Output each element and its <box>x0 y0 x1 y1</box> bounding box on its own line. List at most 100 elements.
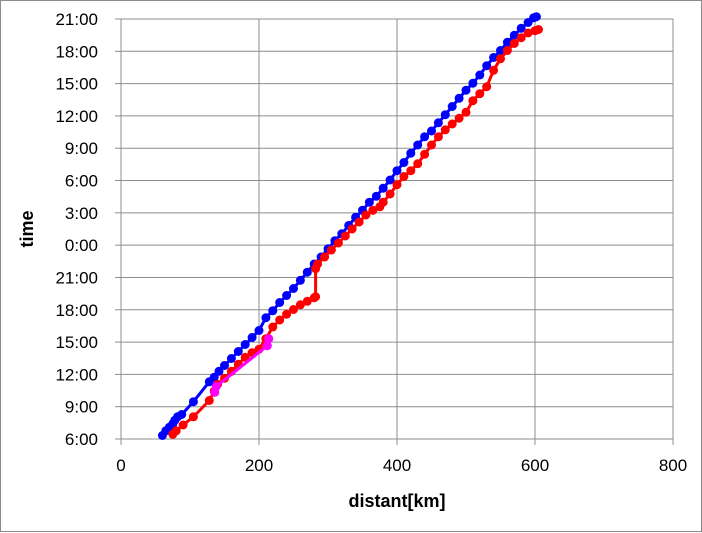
data-point <box>378 183 388 193</box>
data-point <box>240 340 250 349</box>
data-point <box>461 107 471 117</box>
series-3 <box>210 334 274 397</box>
data-point <box>282 309 292 319</box>
data-point <box>354 217 364 227</box>
data-point <box>406 166 416 176</box>
data-point <box>268 322 278 332</box>
data-point <box>311 292 321 302</box>
data-point <box>496 54 505 64</box>
data-point <box>378 197 388 207</box>
y-tick-label: 15:00 <box>55 333 98 352</box>
y-axis-title: time <box>17 210 37 247</box>
y-tick-label: 18:00 <box>55 301 98 320</box>
data-point <box>489 53 499 62</box>
data-point <box>211 382 221 391</box>
data-point <box>385 175 395 185</box>
data-point <box>399 158 409 167</box>
data-point <box>509 39 519 48</box>
tick-labels: 6:00 9:00 12:00 15:00 18:00 21:00 0:00 3:00 6:00… <box>55 10 687 475</box>
data-point <box>433 132 443 142</box>
data-point <box>188 412 198 422</box>
data-point <box>347 224 357 234</box>
y-tick-label: 9:00 <box>65 398 98 417</box>
data-point <box>413 140 423 150</box>
data-point <box>264 334 274 344</box>
data-point <box>302 267 312 277</box>
y-tick-label: 21:00 <box>55 268 98 287</box>
data-point <box>364 197 374 207</box>
y-tick-label: 15:00 <box>55 75 98 94</box>
y-tick-label: 6:00 <box>65 172 98 191</box>
data-point <box>385 189 395 199</box>
y-tick-label: 18:00 <box>55 42 98 61</box>
data-point <box>496 46 505 55</box>
x-axis-title: distant[km] <box>348 491 445 511</box>
data-point <box>475 70 485 80</box>
data-point <box>295 300 305 310</box>
data-point <box>177 410 187 419</box>
y-tick-label: 3:00 <box>65 204 98 223</box>
y-tick-label: 12:00 <box>55 365 98 384</box>
data-point <box>289 284 298 293</box>
data-point <box>420 149 430 159</box>
data-point <box>468 96 478 106</box>
data-point <box>413 159 423 169</box>
data-point <box>523 28 533 38</box>
data-point <box>427 126 436 136</box>
data-point <box>427 140 436 150</box>
data-series <box>157 12 543 440</box>
data-point <box>275 315 285 325</box>
data-point <box>326 245 336 255</box>
data-point <box>371 191 381 201</box>
data-point <box>447 119 457 129</box>
data-point <box>333 238 343 248</box>
data-point <box>454 93 464 103</box>
data-point <box>440 110 450 120</box>
data-point <box>214 366 224 376</box>
data-point <box>420 132 430 142</box>
data-point <box>233 347 243 356</box>
data-point <box>368 205 378 215</box>
axes <box>115 18 674 445</box>
y-tick-label: 0:00 <box>65 236 98 255</box>
data-point <box>361 210 371 220</box>
data-point <box>531 12 541 22</box>
data-point <box>204 396 214 405</box>
data-point <box>275 298 285 307</box>
data-point <box>399 172 409 181</box>
data-point <box>502 46 512 55</box>
data-point <box>268 306 278 316</box>
data-point <box>433 118 443 128</box>
data-point <box>489 65 499 75</box>
data-point <box>282 291 292 300</box>
data-point <box>261 313 271 323</box>
data-point <box>516 33 526 43</box>
x-tick-label: 400 <box>383 456 411 475</box>
data-point <box>254 326 264 335</box>
data-point <box>178 420 188 430</box>
x-tick-label: 800 <box>659 456 687 475</box>
data-point <box>392 166 402 176</box>
data-point <box>262 341 272 351</box>
data-point <box>188 397 198 407</box>
data-point <box>482 61 492 71</box>
x-tick-label: 200 <box>245 456 273 475</box>
y-tick-label: 21:00 <box>55 10 98 29</box>
data-point <box>447 102 457 111</box>
x-tick-label: 0 <box>116 456 125 475</box>
data-point <box>482 82 492 92</box>
series-2 <box>168 25 543 439</box>
data-point <box>295 275 305 285</box>
data-point <box>320 252 330 262</box>
data-point <box>516 23 526 33</box>
data-point <box>289 305 298 314</box>
data-point <box>502 37 512 47</box>
data-point <box>509 30 519 40</box>
data-point <box>461 85 471 95</box>
data-point <box>171 426 181 436</box>
data-point <box>247 333 257 342</box>
data-point <box>240 352 250 362</box>
y-tick-label: 6:00 <box>65 430 98 449</box>
